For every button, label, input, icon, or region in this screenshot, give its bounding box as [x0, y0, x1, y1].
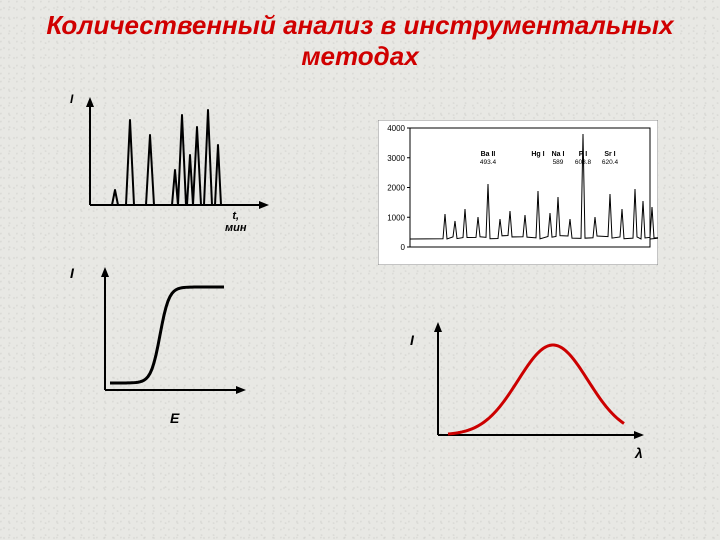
svg-text:589: 589 — [553, 159, 564, 166]
svg-text:Ba II: Ba II — [481, 151, 496, 158]
svg-text:Na I: Na I — [552, 151, 565, 158]
title-line-2: методах — [301, 41, 418, 71]
svg-text:1000: 1000 — [387, 213, 405, 222]
svg-text:Sr I: Sr I — [604, 151, 615, 158]
sigmoid-x-label: E — [170, 410, 179, 426]
title-line-1: Количественный анализ в инструментальных — [46, 10, 673, 40]
svg-text:0: 0 — [401, 243, 406, 252]
sigmoid-plot — [80, 265, 260, 415]
svg-text:3000: 3000 — [387, 154, 405, 163]
gaussian-x-label: λ — [635, 445, 643, 461]
spectrum-plot: 0 1000 2000 3000 4000 Ba II493.4 Hg I Na I589 P … — [378, 120, 658, 265]
svg-text:620.4: 620.4 — [602, 159, 619, 166]
slide-title: Количественный анализ в инструментальных… — [0, 0, 720, 72]
spectrum-chart: 0 1000 2000 3000 4000 Ba II493.4 Hg I Na I589 P … — [378, 120, 658, 265]
svg-text:4000: 4000 — [387, 124, 405, 133]
chromatogram-chart: I t, мин — [75, 95, 275, 235]
sigmoid-y-label: I — [70, 265, 74, 281]
svg-text:608.8: 608.8 — [575, 159, 592, 166]
gaussian-y-label: I — [410, 332, 414, 348]
svg-text:2000: 2000 — [387, 184, 405, 193]
svg-text:Hg I: Hg I — [531, 151, 544, 158]
chromatogram-y-label: I — [70, 92, 73, 106]
gaussian-plot — [420, 320, 650, 460]
svg-text:P I: P I — [579, 151, 587, 158]
svg-text:493.4: 493.4 — [480, 159, 497, 166]
sigmoid-chart: I E — [80, 265, 260, 415]
chromatogram-x-label: t, мин — [225, 210, 247, 234]
gaussian-chart: I λ — [420, 320, 650, 460]
